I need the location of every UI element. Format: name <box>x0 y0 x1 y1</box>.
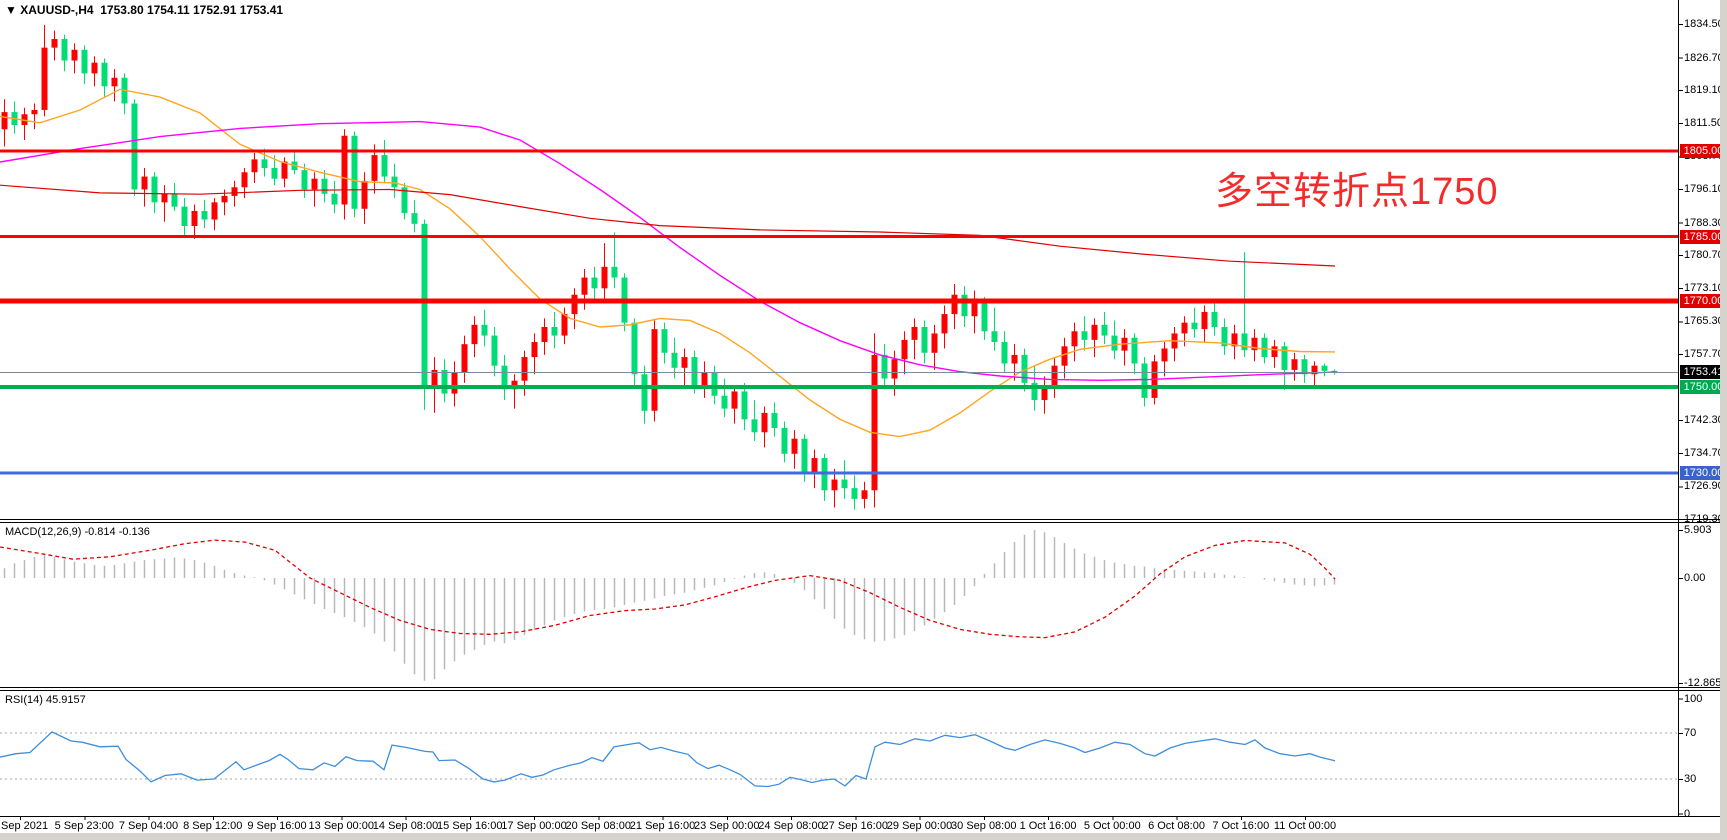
ma-slow-red-line <box>0 184 1336 267</box>
macd-indicator-label: MACD(12,26,9) -0.814 -0.136 <box>5 526 150 538</box>
date-label: 1 Oct 16:00 <box>1019 820 1077 832</box>
price-badge: 1753.41 <box>1680 365 1727 380</box>
pane-separator[interactable] <box>0 522 1720 523</box>
price-tick-label: 1796.10 <box>1684 183 1724 196</box>
macd-scale-label: 5.903 <box>1684 523 1712 536</box>
rsi-scale-label: 30 <box>1684 773 1697 785</box>
date-label: 8 Sep 12:00 <box>183 820 243 832</box>
rsi-line <box>0 731 1336 788</box>
price-tick-label: 1742.30 <box>1684 414 1724 427</box>
rsi-scale-label: 100 <box>1684 692 1703 705</box>
date-label: 14 Sep 08:00 <box>372 820 439 832</box>
price-badge: 1770.00 <box>1680 294 1727 309</box>
date-label: 30 Sep 08:00 <box>951 820 1017 832</box>
date-label: 21 Sep 16:00 <box>629 820 696 832</box>
date-label: 27 Sep 16:00 <box>822 820 888 832</box>
price-tick-label: 1773.10 <box>1684 281 1724 294</box>
hline-1785[interactable] <box>0 235 1678 239</box>
date-label: 20 Sep 08:00 <box>565 820 631 832</box>
date-label: 2 Sep 2021 <box>0 820 49 832</box>
price-tick-label: 1788.30 <box>1684 216 1724 229</box>
macd-scale-label: 0.00 <box>1684 572 1706 584</box>
hline-1770[interactable] <box>0 298 1678 304</box>
axes-and-frame <box>0 0 1720 820</box>
date-label: 23 Sep 00:00 <box>694 820 760 832</box>
price-tick-label: 1834.50 <box>1684 18 1724 30</box>
rsi-scale-label: 0 <box>1684 807 1691 820</box>
price-axis-line <box>1678 0 1679 816</box>
date-label: 7 Oct 16:00 <box>1212 820 1270 832</box>
ohlc-readout: 1753.80 1754.11 1752.91 1753.41 <box>100 3 284 17</box>
macd-pane <box>0 529 1336 681</box>
macd-histogram <box>3 529 1336 681</box>
date-label: 24 Sep 08:00 <box>758 820 824 832</box>
hline-1730[interactable] <box>0 471 1678 475</box>
pane-separator[interactable] <box>0 690 1720 691</box>
price-tick-label: 1726.90 <box>1684 480 1724 493</box>
analyst-annotation: 多空转折点1750 <box>1215 171 1499 213</box>
symbol-period-label: XAUUSD-,H4 <box>20 3 94 17</box>
price-badge: 1785.00 <box>1680 229 1727 244</box>
price-tick-label: 1811.50 <box>1684 116 1723 129</box>
pane-separator[interactable] <box>0 816 1720 817</box>
date-label: 7 Sep 04:00 <box>118 820 179 832</box>
window-right-edge <box>1720 0 1727 840</box>
date-label: 5 Oct 00:00 <box>1083 820 1141 832</box>
date-label: 15 Sep 16:00 <box>437 820 503 832</box>
date-label: 5 Sep 23:00 <box>54 820 114 832</box>
date-label: 17 Sep 00:00 <box>501 820 567 832</box>
price-tick-label: 1719.30 <box>1684 513 1724 526</box>
hline-1753.41[interactable] <box>0 371 1678 373</box>
price-tick-label: 1780.70 <box>1684 249 1724 262</box>
pane-separator[interactable] <box>0 687 1720 688</box>
chart-title: ▼ XAUUSD-,H4 1753.80 1754.11 1752.91 175… <box>5 3 283 17</box>
date-label: 11 Oct 00:00 <box>1273 820 1337 832</box>
price-tick-label: 1734.70 <box>1684 446 1724 459</box>
pane-separator[interactable] <box>0 519 1720 520</box>
main-price-pane <box>0 24 1678 510</box>
rsi-indicator-label: RSI(14) 45.9157 <box>5 694 86 706</box>
date-label: 6 Oct 08:00 <box>1148 820 1205 832</box>
date-label: 9 Sep 16:00 <box>247 820 307 832</box>
macd-signal-line <box>0 539 1336 639</box>
hline-1750[interactable] <box>0 385 1678 390</box>
price-badge: 1730.00 <box>1680 466 1727 481</box>
date-label: 13 Sep 00:00 <box>308 820 374 832</box>
ma-mid-magenta-line <box>0 120 1336 382</box>
price-badge: 1750.00 <box>1680 380 1727 395</box>
date-label: 29 Sep 00:00 <box>886 820 953 832</box>
price-tick-label: 1819.10 <box>1684 84 1724 97</box>
hline-1805[interactable] <box>0 149 1678 153</box>
window-bottom-edge <box>0 833 1727 840</box>
price-badge: 1805.00 <box>1680 143 1727 158</box>
candlestick-series <box>1 24 1338 510</box>
macd-scale-label: -12.865 <box>1684 676 1722 689</box>
ma-fast-orange-line <box>0 88 1336 438</box>
rsi-pane <box>0 731 1678 788</box>
rsi-scale-label: 70 <box>1684 727 1697 739</box>
symbol-dropdown-icon[interactable]: ▼ <box>5 3 17 17</box>
price-tick-label: 1826.70 <box>1684 51 1724 64</box>
price-tick-label: 1765.30 <box>1684 315 1724 328</box>
price-tick-label: 1757.70 <box>1684 348 1724 361</box>
